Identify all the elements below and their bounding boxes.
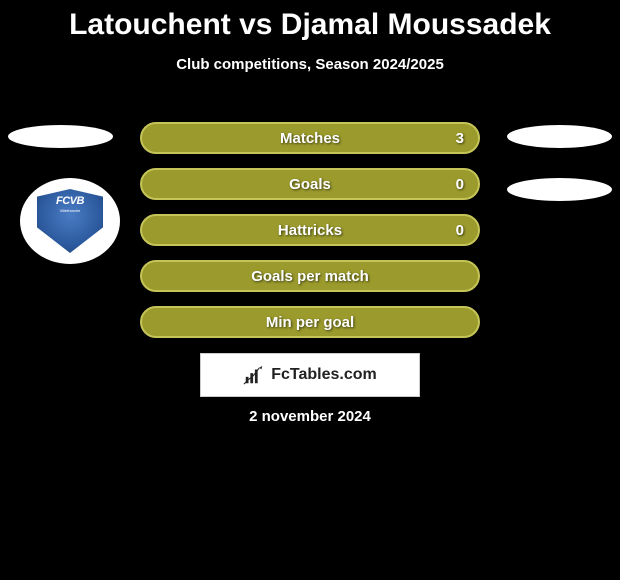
stat-bar-min-per-goal: Min per goal bbox=[140, 306, 480, 338]
club-abbrev: FCVB bbox=[56, 195, 84, 207]
stat-bar-goals-per-match: Goals per match bbox=[140, 260, 480, 292]
bar-chart-icon bbox=[243, 364, 265, 386]
club-subtext: Villefranche bbox=[60, 208, 81, 213]
stat-value: 0 bbox=[456, 222, 464, 239]
stat-label: Matches bbox=[280, 130, 340, 147]
subtitle: Club competitions, Season 2024/2025 bbox=[0, 56, 620, 73]
stats-container: Matches 3 Goals 0 Hattricks 0 Goals per … bbox=[140, 122, 480, 352]
player-right-oval-2 bbox=[507, 178, 612, 201]
brand-text: FcTables.com bbox=[271, 366, 377, 384]
stat-label: Goals per match bbox=[251, 268, 369, 285]
stat-label: Hattricks bbox=[278, 222, 342, 239]
stat-bar-hattricks: Hattricks 0 bbox=[140, 214, 480, 246]
player-left-oval bbox=[8, 125, 113, 148]
stat-bar-goals: Goals 0 bbox=[140, 168, 480, 200]
stat-label: Min per goal bbox=[266, 314, 354, 331]
stat-bar-matches: Matches 3 bbox=[140, 122, 480, 154]
club-badge: FCVB Villefranche bbox=[20, 178, 120, 264]
player-right-oval-1 bbox=[507, 125, 612, 148]
stat-value: 3 bbox=[456, 130, 464, 147]
stat-label: Goals bbox=[289, 176, 331, 193]
stat-value: 0 bbox=[456, 176, 464, 193]
page-title: Latouchent vs Djamal Moussadek bbox=[0, 0, 620, 42]
date: 2 november 2024 bbox=[0, 408, 620, 425]
brand-box: FcTables.com bbox=[200, 353, 420, 397]
club-shield-icon: FCVB Villefranche bbox=[37, 189, 103, 253]
